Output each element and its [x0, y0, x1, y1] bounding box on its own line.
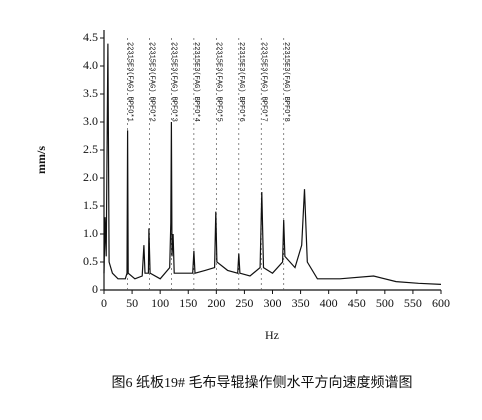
y-tick-label: 2.5	[83, 142, 98, 156]
x-tick-label: 600	[432, 296, 450, 310]
annotation-label: 22315E3(FAG) BPFO*4	[192, 42, 200, 122]
annotation-label: 22315E3(FAG) BPFO*7	[259, 42, 267, 122]
caption: 图6 纸板19# 毛布导辊操作侧水平方向速度频谱图	[112, 375, 413, 391]
x-tick-label: 300	[264, 296, 282, 310]
annotation-label: 22315E3(FAG) BPFO*5	[214, 42, 222, 122]
x-tick-label: 500	[376, 296, 394, 310]
x-tick-label: 450	[348, 296, 366, 310]
x-axis-label: Hz	[265, 328, 279, 342]
x-tick-label: 50	[126, 296, 138, 310]
x-tick-label: 400	[320, 296, 338, 310]
y-tick-label: 3.5	[83, 86, 98, 100]
y-tick-label: 3.0	[83, 114, 98, 128]
annotation-label: 22315E3(FAG) BPFO*2	[148, 42, 156, 122]
x-tick-label: 150	[179, 296, 197, 310]
spectrum-line	[103, 43, 442, 285]
y-tick-label: 2.0	[83, 170, 98, 184]
annotation-label: 22315E3(FAG) BPFO*8	[282, 42, 290, 122]
x-tick-label: 350	[292, 296, 310, 310]
annotation-label: 22315E3(FAG) BPFO*3	[170, 42, 178, 122]
y-tick-label: 1.0	[83, 226, 98, 240]
y-tick-label: 0	[92, 282, 98, 296]
x-tick-label: 550	[404, 296, 422, 310]
y-tick-label: 4.5	[83, 30, 98, 44]
x-tick-label: 250	[235, 296, 253, 310]
annotation-label: 22315E3(FAG) BPFO*6	[237, 42, 245, 122]
y-tick-label: 1.5	[83, 198, 98, 212]
y-tick-label: 4.0	[83, 58, 98, 72]
annotation-label: 22315E3(FAG) BPFO*1	[126, 42, 134, 122]
y-axis-label: mm/s	[34, 146, 48, 174]
x-tick-label: 200	[207, 296, 225, 310]
x-tick-label: 0	[101, 296, 107, 310]
y-tick-label: 0.5	[83, 254, 98, 268]
x-tick-label: 100	[151, 296, 169, 310]
